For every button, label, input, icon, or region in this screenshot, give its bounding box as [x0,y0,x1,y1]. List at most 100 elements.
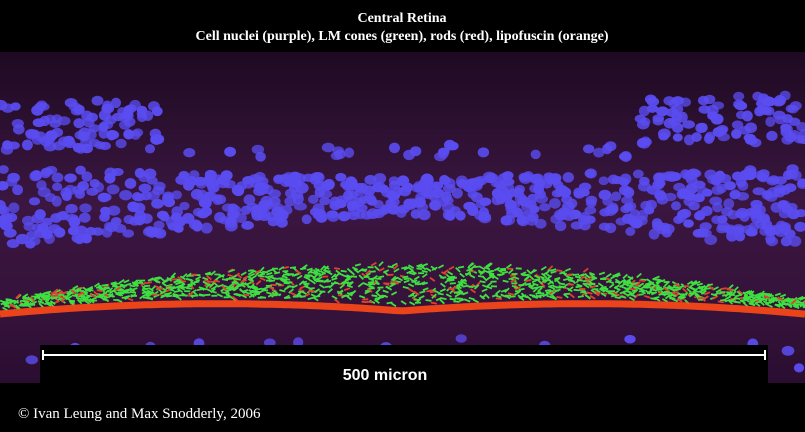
cone [342,281,350,285]
cone [187,291,194,298]
cone [662,285,669,291]
nucleus [397,204,410,214]
cone [528,285,535,290]
cone [233,279,240,285]
cone [475,281,481,288]
nucleus [724,226,737,235]
scale-bar-box [40,345,768,383]
cone [677,285,685,289]
nucleus [766,177,780,186]
cone [61,290,68,295]
cone [717,300,724,304]
cone [382,289,389,294]
cone [247,275,254,281]
cone [38,302,44,309]
nucleus [25,240,36,249]
cone [387,273,394,276]
nucleus [717,132,730,142]
nucleus [656,172,669,181]
nucleus [415,192,427,202]
cone [636,272,642,279]
cone [619,283,626,288]
cone [346,284,353,289]
cone [730,297,737,302]
cone [549,291,556,297]
cone [669,297,676,300]
nucleus [115,138,127,149]
nucleus [750,199,763,209]
cone [585,278,592,281]
cone [266,268,274,273]
cone [779,303,786,310]
nucleus [512,187,524,198]
cone [469,274,476,279]
cone [264,275,271,280]
cone [702,295,709,301]
cone [526,295,532,301]
cone [402,286,409,290]
nucleus [598,222,611,231]
cone [154,276,161,280]
cone [368,285,375,289]
cone [19,303,27,306]
nucleus [765,116,776,127]
cone [590,289,597,294]
cone [213,281,220,288]
cone [181,292,188,298]
cone [688,292,695,298]
cone [533,274,541,280]
nucleus [195,179,207,189]
nucleus [44,114,56,124]
cone [132,279,138,285]
nucleus [733,91,745,101]
cone [622,291,629,297]
nucleus [257,204,268,215]
cone [748,290,755,296]
cone [159,290,167,295]
cone [626,279,633,285]
nucleus [766,130,778,142]
cone [416,267,423,270]
cone [172,293,178,299]
cone [408,283,415,288]
cone [584,294,591,299]
cone [458,283,465,288]
nucleus [334,199,347,209]
nucleus [744,167,757,177]
nucleus [102,100,113,112]
cone [245,281,252,286]
cone [467,266,474,272]
nucleus [679,188,692,199]
nucleus [474,175,488,186]
cone [328,283,335,289]
cone [532,294,539,299]
cone [157,287,164,291]
cone [531,278,538,284]
nucleus [7,172,20,183]
cone [597,282,604,288]
cone [629,293,637,298]
nucleus [736,191,750,201]
cone [303,275,310,281]
cone [518,287,525,291]
cone [147,277,154,282]
nucleus [113,223,127,233]
nucleus [756,172,768,182]
cone [205,287,212,293]
cone [646,289,653,295]
cone [268,286,275,292]
nucleus [310,171,324,181]
cone [234,293,241,298]
cone [271,291,278,297]
nucleus [37,222,49,233]
nucleus [549,198,561,209]
cone [66,297,73,303]
cone [392,264,399,270]
cone [144,293,151,297]
cone [608,283,615,289]
nucleus [428,200,440,211]
nucleus [200,222,213,234]
nucleus [358,182,369,193]
cone [281,274,288,279]
nucleus [607,174,620,185]
